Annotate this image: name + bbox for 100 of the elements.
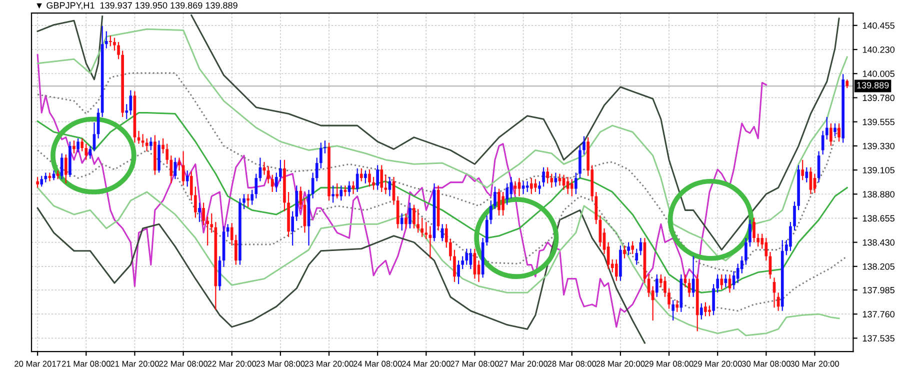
candlestick [230,222,234,246]
x-tick-label: 21 Mar 08:00 [62,360,110,367]
candlestick [416,208,420,234]
y-tick-label: 138.205 [862,263,894,270]
x-tick-label: 24 Mar 20:00 [402,360,450,367]
candlestick [664,276,666,298]
x-tick-label: 23 Mar 20:00 [304,360,354,367]
candlestick [254,173,258,199]
candlestick [704,302,707,317]
candlestick [530,177,533,195]
candlestick [558,173,562,186]
candlestick [526,180,529,193]
candlestick [821,130,824,156]
candlestick [250,189,254,206]
candlestick [752,217,756,243]
candlestick [113,37,116,52]
line-series [36,207,646,344]
x-tick-label: 22 Mar 20:00 [208,360,256,367]
line-series [36,149,848,312]
candlestick [789,221,792,252]
candlestick [582,136,586,156]
candlestick [534,178,537,193]
y-tick-label: 138.655 [862,215,894,222]
candlestick [117,41,120,60]
x-tick-label: 20 Mar 2017 [14,360,61,367]
candlestick [514,180,517,195]
y-tick-label: 139.780 [862,94,895,102]
candlestick [210,212,214,234]
candlestick [104,30,108,49]
line-series [36,54,767,328]
candlestick [668,288,670,310]
candlestick [700,302,703,320]
x-tick-label: 30 Mar 20:00 [790,360,839,367]
candlestick [490,200,492,225]
candlestick [84,143,88,160]
candlestick [655,274,658,298]
candlestick [498,188,500,216]
candlestick [404,212,408,229]
candlestick [672,300,674,322]
candlestick [538,180,541,195]
candlestick [420,217,424,238]
y-tick-label: 138.880 [862,191,895,198]
candlestick [623,244,626,259]
candlestick [510,176,513,199]
candlestick [809,166,812,195]
candlestick [768,251,772,280]
candlestick [712,284,715,316]
candlestick [125,104,128,120]
x-tick-label: 28 Mar 08:00 [548,360,596,367]
candlestick [360,168,363,182]
candlestick [805,166,808,183]
candlestick [40,175,44,188]
candlestick [170,154,173,184]
candlestick [801,159,804,181]
x-tick-label: 27 Mar 08:00 [450,360,499,367]
candlestick [465,248,468,266]
x-tick-label: 24 Mar 08:00 [353,360,402,367]
line-series [36,28,848,262]
candlestick [728,274,732,294]
candlestick [206,216,209,246]
candlestick [485,214,488,246]
candlestick [60,152,64,180]
candlestick [336,182,339,199]
y-tick-label: 137.760 [862,311,895,318]
candlestick [368,168,371,188]
candlestick [400,212,404,232]
candlestick [324,140,326,154]
y-tick-label: 140.230 [862,46,895,53]
x-tick-label: 23 Mar 08:00 [256,360,305,367]
candlestick [80,138,84,152]
candlestick [320,142,322,169]
y-tick-label: 140.005 [862,70,894,77]
candlestick [554,172,558,188]
candlestick [614,258,618,282]
candlestick [550,173,554,188]
candlestick [408,202,412,229]
candlestick [186,170,189,188]
ref-line-label: 139.889 [857,82,889,88]
candlestick [279,159,282,182]
x-tick-label: 28 Mar 20:00 [596,360,645,367]
candlestick [444,224,448,248]
candlestick [202,202,205,226]
candlestick [724,274,728,288]
candlestick [36,176,39,188]
candlestick [453,249,456,282]
y-tick-label: 137.535 [862,335,894,342]
candlestick [190,171,193,202]
y-tick-label: 139.105 [862,166,894,174]
candlestick [542,166,545,188]
candlestick [380,164,384,193]
candlestick [315,157,318,182]
x-tick-label: 29 Mar 20:00 [693,360,742,367]
candlestick [744,237,748,266]
candlestick [332,184,334,204]
candlestick [412,204,416,229]
x-tick-label: 22 Mar 08:00 [159,360,208,367]
candlestick [546,166,550,184]
candlestick [834,122,836,137]
candlestick [838,122,840,142]
candlestick [570,178,574,197]
